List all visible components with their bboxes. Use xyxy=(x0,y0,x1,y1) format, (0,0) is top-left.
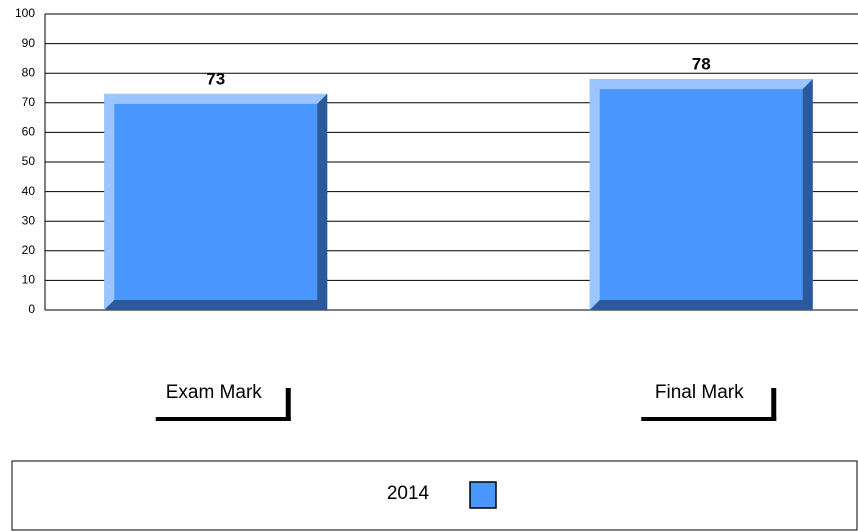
y-tick-label: 100 xyxy=(15,6,35,20)
y-tick-label: 60 xyxy=(22,125,36,139)
y-tick-label: 40 xyxy=(22,184,36,198)
x-tick-label: Final Mark xyxy=(655,382,744,403)
y-tick-label: 70 xyxy=(22,95,36,109)
x-tick-label: Exam Mark xyxy=(166,382,263,403)
y-tick-label: 90 xyxy=(22,36,36,50)
label-shadow-bottom xyxy=(155,417,291,421)
legend-box xyxy=(11,460,858,531)
bar xyxy=(589,79,813,311)
bar xyxy=(104,93,328,310)
label-shadow-right xyxy=(771,388,777,421)
y-tick-label: 10 xyxy=(22,273,36,287)
label-shadow-bottom xyxy=(641,417,777,421)
y-tick-label: 50 xyxy=(22,154,36,168)
y-tick-label: 0 xyxy=(28,302,35,316)
y-tick-label: 80 xyxy=(22,65,36,79)
legend-swatch xyxy=(469,481,497,509)
legend-label: 2014 xyxy=(387,483,430,504)
label-shadow-right xyxy=(285,388,291,421)
y-tick-label: 30 xyxy=(22,213,36,227)
y-tick-label: 20 xyxy=(22,243,36,257)
data-label: 78 xyxy=(692,55,711,74)
data-label: 73 xyxy=(206,69,225,88)
